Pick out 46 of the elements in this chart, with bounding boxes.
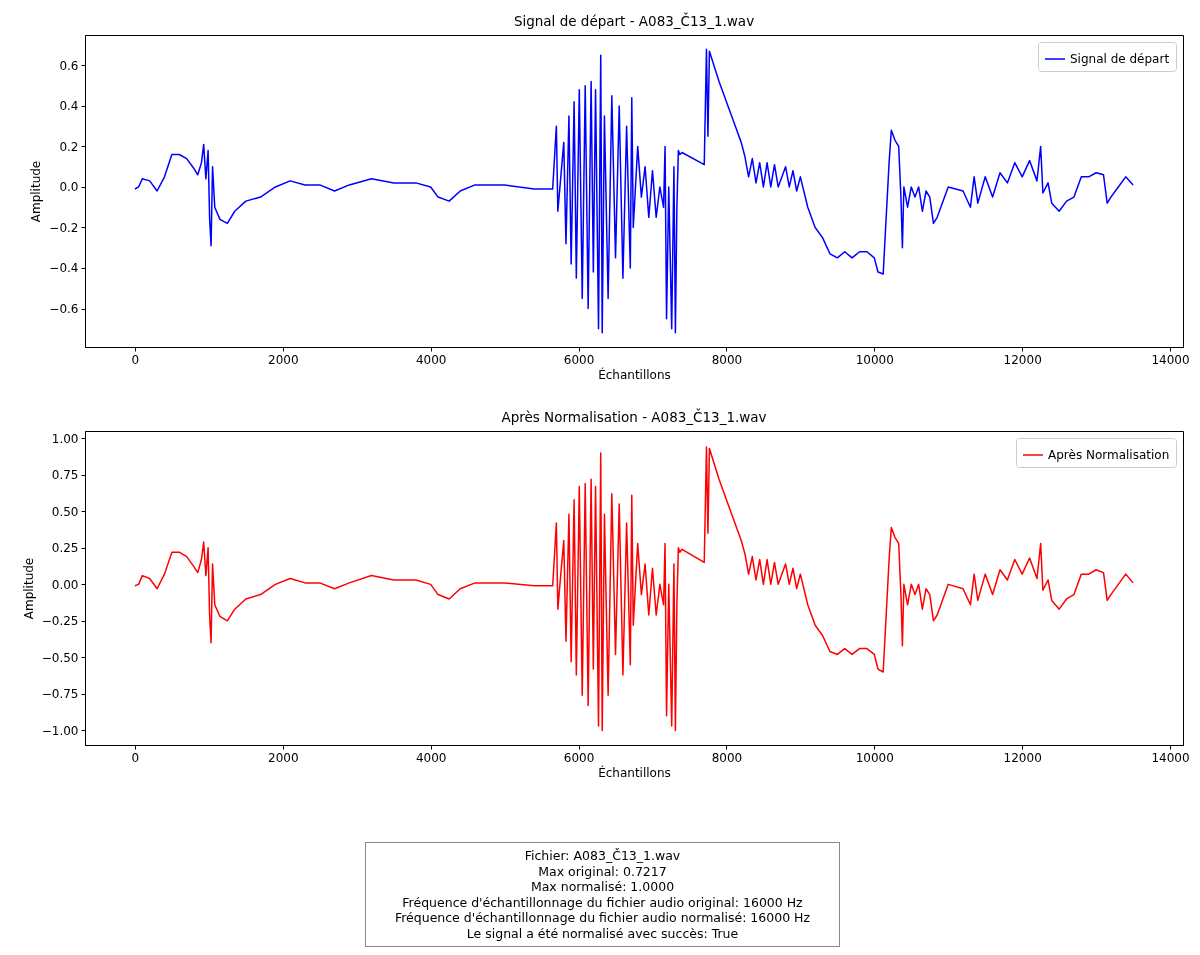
x-tick-label: 4000	[415, 352, 447, 367]
y-tick-label: −0.75	[41, 687, 79, 702]
y-tick-label: 0.6	[59, 58, 79, 73]
y-tick-label: −0.25	[41, 614, 79, 629]
y-tick-label: −0.6	[49, 302, 79, 317]
legend-label: Signal de départ	[1070, 52, 1170, 66]
x-tick-label: 8000	[711, 750, 743, 765]
y-tick-label: 0.0	[59, 180, 79, 195]
text: Max normalisé: 1.0000	[529, 879, 676, 895]
text: Max original: 0.7217	[537, 863, 668, 880]
y-tick-label: −0.50	[41, 650, 79, 665]
x-tick-label: 12000	[1003, 352, 1042, 367]
y-tick-label: 0.25	[51, 541, 79, 556]
text: Fichier: A083_Č13_1.wav	[523, 848, 682, 864]
x-tick-label: 14000	[1151, 750, 1190, 765]
text: Fréquence d'échantillonnage du fichier audio normalisé: 16000 Hz	[393, 910, 812, 926]
legend-label: Après Normalisation	[1048, 448, 1170, 462]
y-axis-title: Amplitude	[29, 160, 44, 223]
text: Le signal a été normalisé avec succès: True	[465, 925, 740, 942]
y-tick-label: 0.00	[51, 577, 79, 592]
y-tick-label: 1.00	[51, 431, 79, 446]
y-tick-label: 0.75	[51, 468, 79, 483]
x-tick-label: 2000	[268, 352, 299, 367]
chart-title: Après Normalisation - A083_Č13_1.wav	[501, 407, 767, 425]
x-tick-label: 12000	[1003, 750, 1042, 765]
y-axis-title: Amplitude	[21, 557, 36, 620]
text: Fréquence d'échantillonnage du fichier audio original: 16000 Hz	[401, 894, 804, 911]
y-tick-label: 0.50	[51, 504, 79, 519]
x-tick-label: 4000	[415, 750, 447, 765]
x-tick-label: 0	[131, 750, 140, 765]
x-tick-label: 10000	[855, 352, 894, 367]
x-tick-label: 0	[131, 352, 140, 367]
x-tick-label: 6000	[563, 750, 595, 765]
y-tick-label: −1.00	[41, 723, 79, 738]
y-tick-label: 0.2	[59, 139, 79, 154]
x-tick-label: 14000	[1151, 352, 1190, 367]
x-tick-label: 6000	[563, 352, 595, 367]
x-tick-label: 2000	[268, 750, 299, 765]
x-axis-title: Échantillons	[598, 366, 671, 382]
x-axis-title: Échantillons	[598, 764, 671, 780]
x-tick-label: 10000	[855, 750, 894, 765]
y-tick-label: −0.2	[49, 220, 79, 235]
y-tick-label: 0.4	[59, 99, 79, 114]
chart-title: Signal de départ - A083_Č13_1.wav	[513, 11, 755, 29]
x-tick-label: 8000	[711, 352, 743, 367]
y-tick-label: −0.4	[49, 261, 79, 276]
